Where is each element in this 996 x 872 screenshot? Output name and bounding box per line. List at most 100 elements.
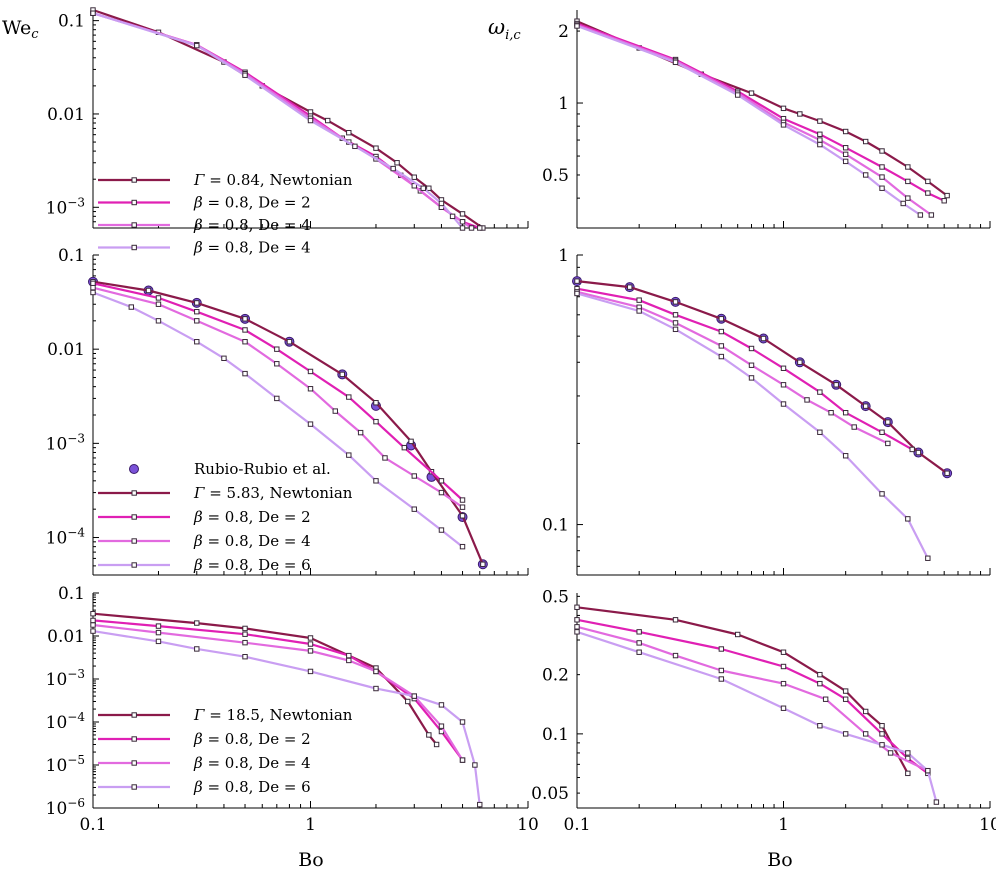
data-point: [346, 452, 352, 458]
data-point: [842, 696, 849, 702]
data-point: [879, 185, 885, 191]
legend-top: Γ = 0.84, Newtonian β = 0.8, De = 2 β = 0.…: [98, 171, 353, 257]
legend-marker: [129, 464, 139, 474]
data-point: [748, 375, 755, 381]
data-point: [833, 382, 839, 388]
x-tick-label: 0.1: [563, 815, 590, 835]
data-point: [459, 497, 466, 503]
y-tick-label: 10−4: [46, 526, 86, 549]
data-point: [194, 42, 200, 49]
data-point: [636, 649, 642, 655]
data-point: [909, 446, 915, 453]
data-point: [905, 164, 911, 170]
data-point: [155, 629, 162, 636]
data-point: [862, 403, 869, 409]
data-point: [286, 339, 293, 345]
data-point: [382, 455, 388, 461]
data-point: [194, 339, 200, 345]
legend-entry: β = 0.8, De = 4: [98, 216, 311, 234]
data-point: [90, 617, 96, 624]
legend-marker: [131, 222, 137, 228]
x-axis-label-right: Bo: [767, 849, 792, 871]
data-point: [636, 640, 642, 646]
data-point: [748, 362, 755, 368]
data-point: [438, 527, 445, 533]
data-point: [90, 289, 96, 296]
series-3: [574, 624, 931, 774]
y-tick-label: 0.2: [542, 666, 569, 686]
data-point: [917, 212, 924, 218]
data-point: [155, 301, 162, 307]
data-point: [459, 757, 466, 763]
y-tick-label: 1: [558, 94, 569, 114]
y-tick-label: 10−3: [46, 667, 85, 690]
data-point: [905, 750, 911, 756]
data-point: [194, 646, 200, 652]
y-tick-label: 0.01: [47, 627, 85, 647]
series-4: [90, 628, 483, 808]
data-point: [925, 555, 931, 561]
data-point: [804, 397, 810, 403]
data-point: [905, 770, 911, 777]
data-point: [438, 478, 445, 484]
data-point: [842, 410, 849, 416]
legend-marker: [131, 244, 137, 251]
data-point: [718, 676, 725, 682]
y-tick-label: 10−5: [46, 753, 85, 776]
data-point: [307, 641, 314, 647]
y-axis-label-right: ωi,c: [488, 15, 521, 43]
legend-entry: β = 0.8, De = 2: [98, 730, 311, 748]
data-point: [851, 424, 857, 430]
legend-label: β = 0.8, De = 4: [193, 754, 311, 772]
data-point: [346, 394, 352, 400]
data-point: [817, 118, 823, 124]
series-line: [576, 22, 945, 202]
data-point: [879, 174, 885, 180]
legend-marker: [131, 712, 137, 718]
data-point: [797, 359, 803, 365]
data-point: [90, 628, 96, 634]
data-point: [879, 742, 885, 748]
data-point: [242, 631, 248, 637]
data-point: [390, 165, 396, 172]
data-point: [944, 470, 950, 476]
data-point: [242, 639, 248, 646]
legend-marker: [131, 514, 137, 520]
data-point: [862, 172, 869, 178]
data-point: [574, 604, 580, 610]
series-5: [90, 289, 466, 550]
y-tick-label: 0.01: [47, 340, 85, 360]
data-point: [307, 386, 314, 392]
data-point: [780, 663, 787, 670]
x-tick-label: 1: [305, 815, 316, 835]
legend-marker: [131, 538, 137, 544]
data-point: [780, 649, 787, 655]
data-point: [459, 513, 466, 519]
chart-panel-2: 210.5: [542, 10, 991, 229]
data-point: [194, 300, 200, 306]
data-point: [307, 668, 314, 675]
data-point: [408, 438, 414, 445]
y-tick-label: 0.5: [542, 587, 569, 607]
data-point: [862, 731, 869, 737]
chart-panels: 0.10.0110−3210.50.10.0110−310−410.10.10.…: [46, 7, 996, 835]
data-point: [242, 316, 248, 322]
data-point: [438, 702, 445, 708]
y-tick-label: 0.1: [542, 725, 569, 745]
legend-marker: [131, 760, 137, 766]
data-point: [842, 453, 849, 459]
data-point: [242, 72, 248, 78]
legend-marker: [131, 177, 137, 183]
legend-marker: [131, 736, 137, 742]
series-1: [574, 604, 911, 777]
data-point: [672, 312, 679, 318]
data-point: [842, 158, 849, 165]
data-point: [885, 419, 891, 425]
data-point: [373, 418, 379, 425]
series-1: [572, 276, 953, 479]
data-point: [242, 339, 248, 345]
data-point: [905, 178, 911, 185]
y-tick-label: 0.1: [58, 584, 85, 604]
series-2: [574, 20, 947, 204]
